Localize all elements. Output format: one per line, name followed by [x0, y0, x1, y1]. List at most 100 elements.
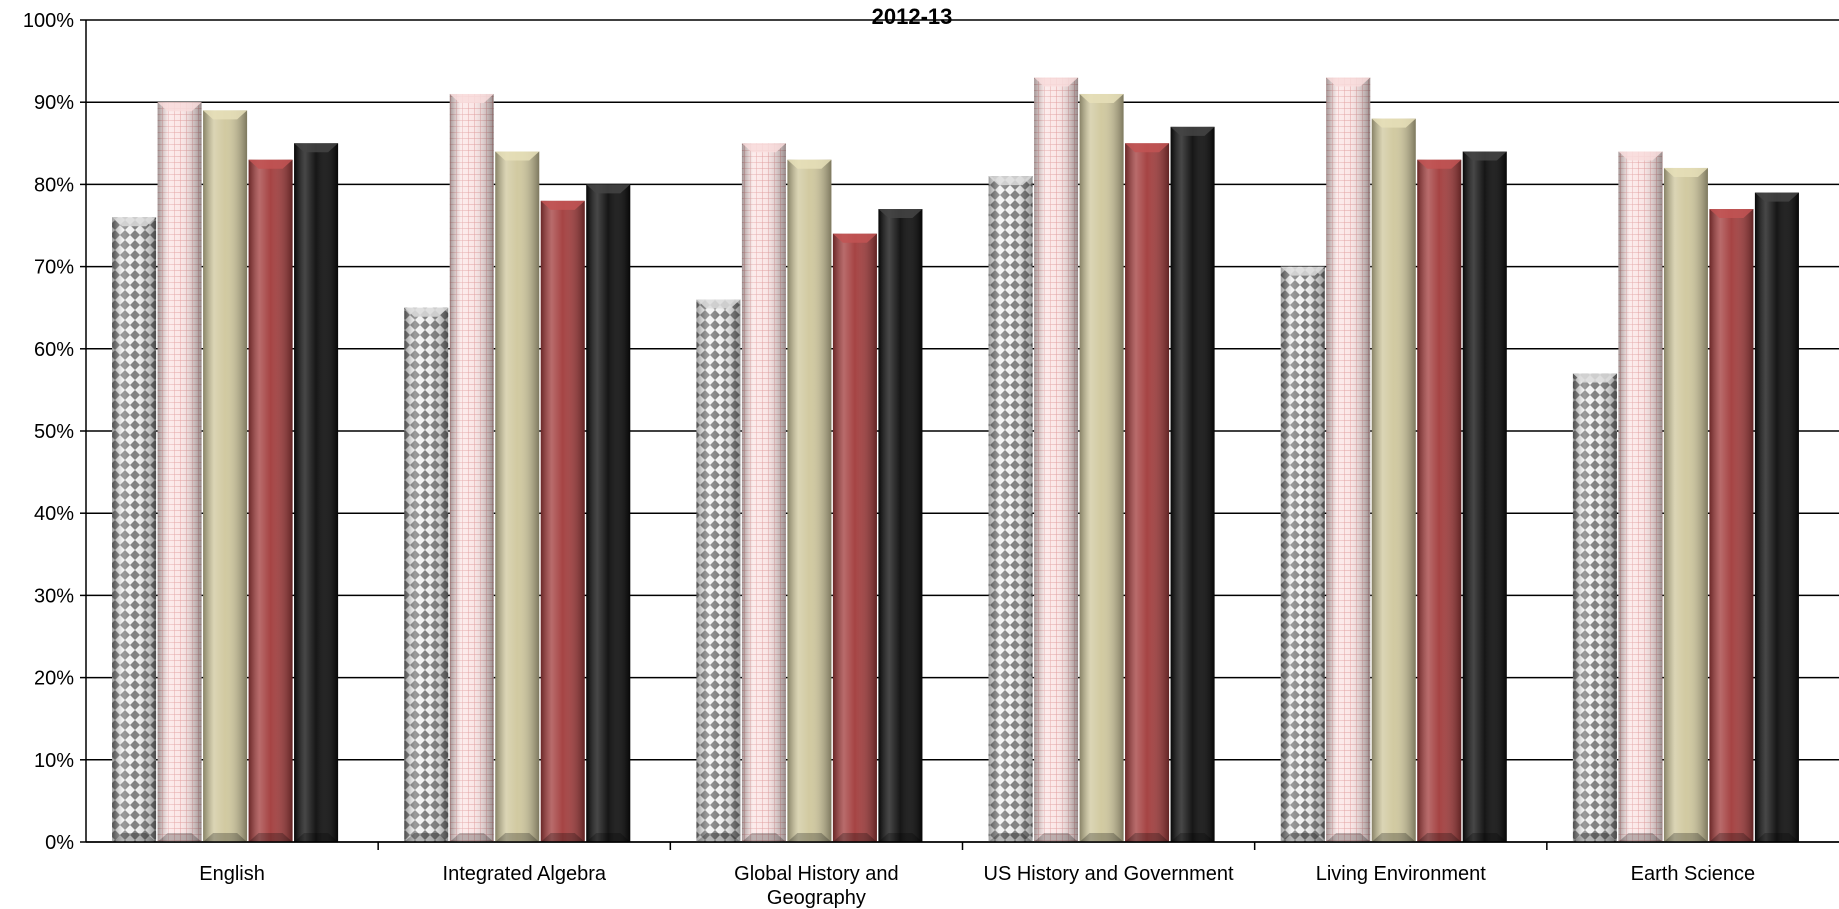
bar-cap: [1079, 93, 1124, 103]
bar-shading: [1417, 159, 1462, 843]
bar: [540, 200, 585, 843]
bar-base: [1280, 833, 1325, 842]
y-tick-label: 60%: [34, 339, 74, 361]
bar: [1462, 151, 1507, 842]
y-tick-label: 20%: [34, 668, 74, 690]
bar-shading: [112, 217, 157, 842]
bar-cap: [203, 110, 248, 120]
bar: [449, 93, 494, 843]
bar-base: [1326, 833, 1371, 842]
bar-shading: [1572, 373, 1617, 842]
bar-shading: [157, 102, 202, 842]
bar-base: [988, 833, 1033, 842]
bar-base: [1572, 833, 1617, 842]
y-tick-label: 80%: [34, 174, 74, 196]
bar-base: [495, 833, 540, 842]
bar-base: [404, 833, 449, 842]
bar: [157, 102, 202, 842]
y-tick-label: 70%: [34, 257, 74, 279]
y-tick-label: 50%: [34, 421, 74, 443]
bar-cap: [1280, 266, 1325, 276]
bar-cap: [1462, 151, 1507, 161]
bar-cap: [1371, 118, 1416, 128]
bar-base: [203, 833, 248, 842]
bar-base: [1754, 833, 1799, 842]
bar: [112, 217, 157, 842]
bar-cap: [1125, 143, 1170, 153]
x-tick-label: English: [199, 863, 265, 885]
bar: [787, 159, 832, 843]
y-tick-label: 30%: [34, 585, 74, 607]
bar: [1280, 266, 1325, 843]
bar: [1572, 373, 1617, 842]
x-tick-label: Earth Science: [1631, 863, 1756, 885]
bar: [1663, 167, 1708, 842]
bar: [878, 209, 923, 842]
bar-shading: [696, 299, 741, 843]
bar-cap: [586, 184, 631, 194]
bar-base: [1371, 833, 1416, 842]
bar-shading: [1663, 167, 1708, 842]
x-tick-label: US History and Government: [984, 863, 1235, 885]
bar-cap: [1417, 159, 1462, 169]
bar-shading: [741, 143, 786, 843]
bar-cap: [787, 159, 832, 169]
bar-base: [1663, 833, 1708, 842]
bar-cap: [1754, 192, 1799, 202]
bar-shading: [294, 143, 339, 843]
bar-cap: [495, 151, 540, 161]
bar-cap: [696, 299, 741, 309]
bar-shading: [832, 233, 877, 843]
bar-shading: [1754, 192, 1799, 842]
bar: [1754, 192, 1799, 842]
bar-cap: [988, 176, 1033, 186]
bar-base: [741, 833, 786, 842]
bar-base: [294, 833, 339, 842]
bar: [294, 143, 339, 843]
y-tick-label: 100%: [23, 10, 74, 32]
bar-base: [832, 833, 877, 842]
bar-cap: [1034, 77, 1079, 87]
bar-shading: [1079, 93, 1124, 843]
bar: [1125, 143, 1170, 843]
bar-cap: [157, 102, 202, 112]
bar: [832, 233, 877, 843]
bar: [495, 151, 540, 842]
bar: [696, 299, 741, 843]
bar-base: [1417, 833, 1462, 842]
bar-shading: [787, 159, 832, 843]
bar-cap: [1572, 373, 1617, 383]
y-tick-label: 0%: [45, 832, 74, 854]
bar-cap: [248, 159, 293, 169]
bar-shading: [878, 209, 923, 842]
bar-cap: [1709, 209, 1754, 219]
bar-base: [787, 833, 832, 842]
bar-base: [1709, 833, 1754, 842]
bar-shading: [1125, 143, 1170, 843]
y-tick-label: 90%: [34, 92, 74, 114]
bar-shading: [1709, 209, 1754, 842]
bar-base: [586, 833, 631, 842]
bar-cap: [540, 200, 585, 210]
bar-shading: [449, 93, 494, 843]
bar-cap: [1326, 77, 1371, 87]
bar-base: [112, 833, 157, 842]
bar-shading: [1034, 77, 1079, 843]
bar: [1170, 126, 1215, 843]
chart-title: 2012-13: [872, 4, 953, 29]
bar-cap: [1170, 126, 1215, 136]
bar-shading: [1280, 266, 1325, 843]
bar: [988, 176, 1033, 842]
bar-base: [878, 833, 923, 842]
bar: [1417, 159, 1462, 843]
bar-cap: [741, 143, 786, 153]
x-tick-label: Global History and: [734, 863, 899, 885]
bar-base: [696, 833, 741, 842]
bar-cap: [832, 233, 877, 243]
bar: [1079, 93, 1124, 843]
bar: [404, 307, 449, 842]
bar: [248, 159, 293, 843]
bar-shading: [203, 110, 248, 843]
bar-shading: [1618, 151, 1663, 842]
